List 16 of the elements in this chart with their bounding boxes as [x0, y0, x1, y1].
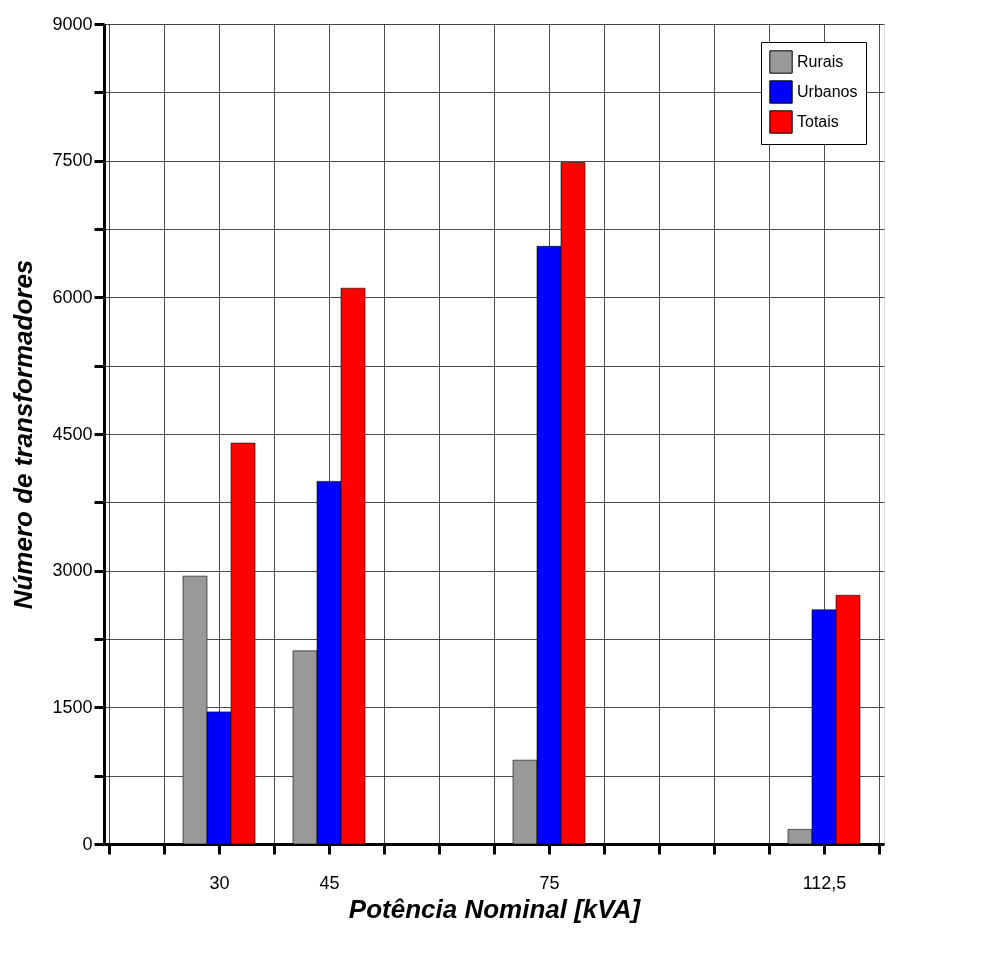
- y-tick-label: 9000: [52, 13, 93, 34]
- x-tick-label: 112,5: [802, 872, 847, 893]
- y-tick-label: 1500: [52, 696, 93, 717]
- y-tick-label: 0: [82, 833, 93, 854]
- legend-label: Totais: [797, 113, 839, 130]
- y-tick-label: 7500: [52, 150, 93, 171]
- x-tick-label: 75: [539, 872, 560, 893]
- legend-label: Urbanos: [797, 83, 858, 100]
- y-tick-label: 6000: [52, 286, 93, 307]
- x-tick-label: 30: [209, 872, 230, 893]
- y-tick-label: 3000: [52, 560, 93, 581]
- y-axis-title: Número de transformadores: [8, 259, 39, 610]
- y-tick-label: 4500: [52, 423, 93, 444]
- x-tick-label: 45: [319, 872, 340, 893]
- x-axis-title: Potência Nominal [kVA]: [348, 893, 642, 924]
- legend-label: Rurais: [797, 53, 844, 70]
